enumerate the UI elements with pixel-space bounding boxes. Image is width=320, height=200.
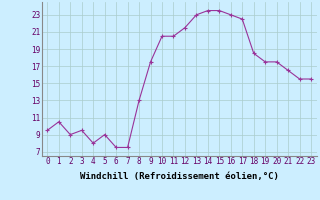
X-axis label: Windchill (Refroidissement éolien,°C): Windchill (Refroidissement éolien,°C): [80, 172, 279, 181]
